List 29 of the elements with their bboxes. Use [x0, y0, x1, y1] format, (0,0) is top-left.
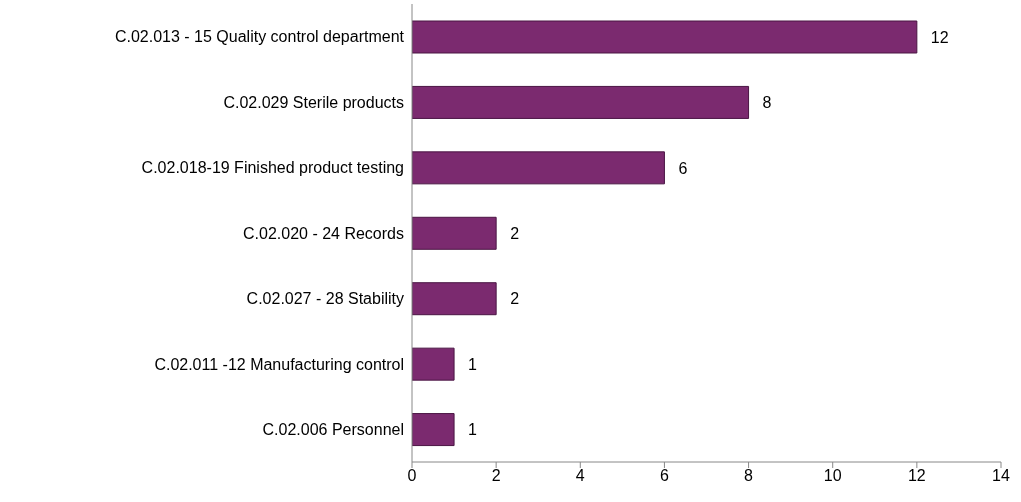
y-tick-label: C.02.011 -12 Manufacturing control: [154, 355, 404, 373]
bar: [412, 20, 918, 54]
y-tick-label: C.02.013 - 15 Quality control department: [114, 28, 405, 46]
x-tick-label: 8: [744, 467, 754, 485]
x-tick-label: 0: [407, 467, 417, 485]
bar: [412, 347, 455, 381]
bar: [412, 85, 750, 119]
y-tick-label: C.02.027 - 28 Stability: [246, 290, 404, 308]
x-tick-label: 12: [907, 467, 926, 485]
x-tick-label: 4: [575, 467, 585, 485]
data-label: 2: [510, 224, 520, 242]
data-label: 6: [678, 159, 688, 177]
data-label: 1: [468, 421, 478, 439]
data-label: 8: [762, 94, 772, 112]
x-tick-label: 14: [992, 467, 1010, 485]
y-tick-label: C.02.006 Personnel: [262, 420, 404, 438]
x-tick-label: 2: [491, 467, 501, 485]
y-tick-label: C.02.018-19 Finished product testing: [141, 159, 404, 177]
y-tick-label: C.02.029 Sterile products: [223, 93, 404, 111]
x-tick-label: 10: [823, 467, 842, 485]
bar: [412, 151, 665, 185]
bar: [412, 282, 497, 316]
y-tick-label: C.02.020 - 24 Records: [243, 224, 404, 242]
bar: [412, 413, 455, 447]
data-label: 12: [930, 28, 949, 46]
x-tick-label: 6: [659, 467, 669, 485]
data-label: 2: [510, 290, 520, 308]
data-label: 1: [468, 355, 478, 373]
bar: [412, 216, 497, 250]
